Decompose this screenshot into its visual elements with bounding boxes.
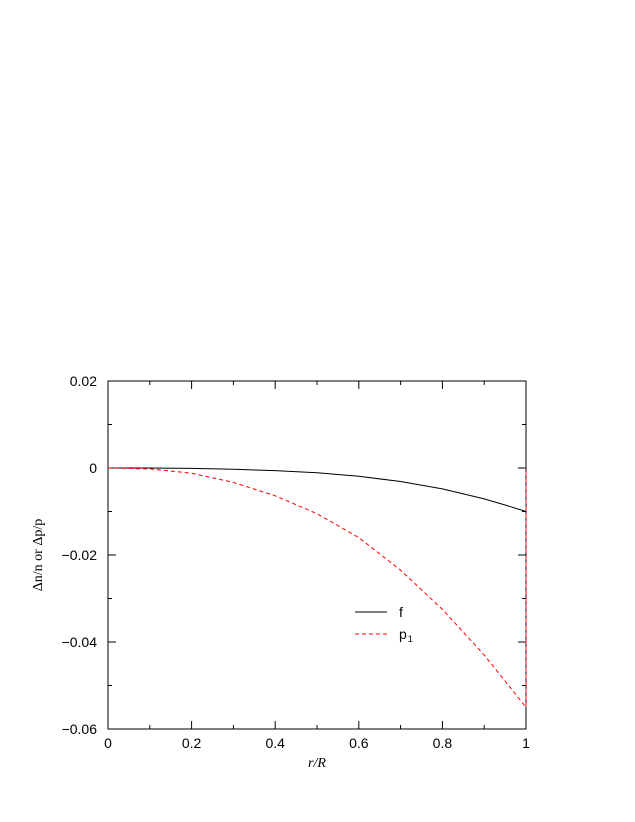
y-axis-ticks: 0.02 0 −0.02 −0.04 −0.06	[62, 373, 526, 737]
y-tick-label: −0.06	[62, 721, 98, 737]
legend-label-sub: 1	[408, 634, 413, 644]
series-line-f	[108, 467, 527, 513]
x-axis-title: r/R	[308, 756, 326, 771]
series-line-p1	[107, 467, 527, 709]
legend: fp1	[355, 604, 413, 644]
y-tick-label: −0.04	[62, 634, 98, 650]
series-lines	[107, 467, 527, 709]
legend-label-main: p	[399, 626, 407, 642]
x-tick-label: 0.8	[433, 735, 453, 751]
x-tick-label: 0	[104, 735, 112, 751]
y-axis-title: Δn/n or Δp/p	[31, 519, 46, 591]
y-tick-label: 0.02	[70, 373, 97, 389]
legend-label-p1: p1	[399, 626, 413, 644]
x-tick-label: 1	[522, 735, 530, 751]
y-tick-label: 0	[89, 460, 97, 476]
x-tick-label: 0.2	[182, 735, 202, 751]
legend-label-main: f	[399, 604, 403, 620]
plot-frame	[107, 380, 527, 730]
x-axis-ticks: 0 0.2 0.4 0.6 0.8 1	[104, 381, 530, 751]
legend-label-f: f	[399, 604, 403, 620]
x-tick-label: 0.4	[265, 735, 285, 751]
y-tick-label: −0.02	[62, 547, 98, 563]
x-tick-label: 0.6	[349, 735, 369, 751]
